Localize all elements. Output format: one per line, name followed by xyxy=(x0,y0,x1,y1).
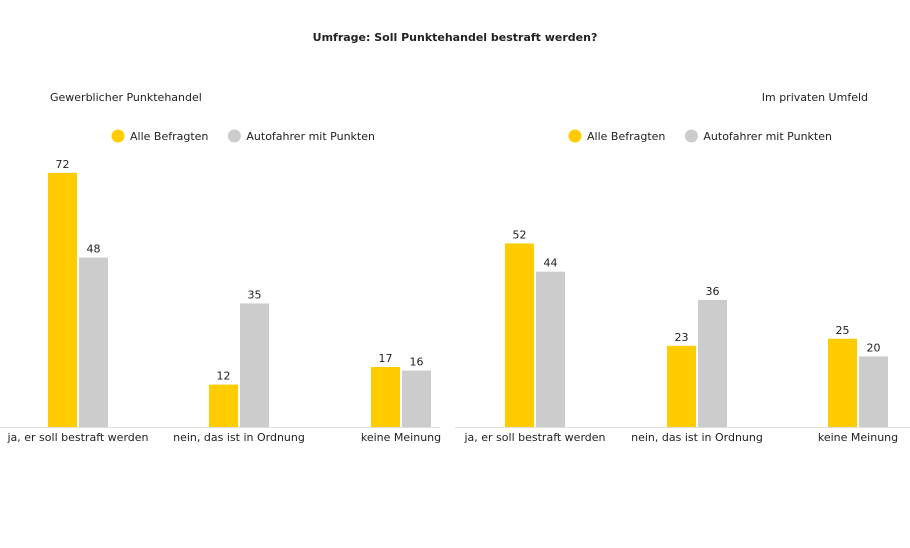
x-tick-label: ja, er soll bestraft werden xyxy=(6,431,148,444)
legend-marker xyxy=(111,129,125,143)
data-label: 48 xyxy=(87,243,101,256)
x-tick-label: nein, das ist in Ordnung xyxy=(631,431,763,444)
x-tick-label: nein, das ist in Ordnung xyxy=(173,431,305,444)
data-label: 16 xyxy=(410,356,424,369)
legend-label: Autofahrer mit Punkten xyxy=(703,130,832,143)
bar xyxy=(240,303,269,427)
data-label: 12 xyxy=(217,370,231,383)
bar xyxy=(667,345,696,427)
data-label: 23 xyxy=(675,331,689,344)
bar xyxy=(48,172,77,427)
data-label: 35 xyxy=(248,288,262,301)
bar xyxy=(505,243,534,427)
bar xyxy=(79,257,108,427)
data-label: 17 xyxy=(379,352,393,365)
main-title: Umfrage: Soll Punktehandel bestraft werd… xyxy=(313,31,598,44)
legend-marker xyxy=(568,129,582,143)
data-label: 36 xyxy=(706,285,720,298)
x-tick-label: keine Meinung xyxy=(818,431,898,444)
chart-title: Im privaten Umfeld xyxy=(762,91,868,104)
bar xyxy=(536,271,565,427)
bar xyxy=(859,356,888,427)
legend-marker xyxy=(227,129,241,143)
bar xyxy=(698,299,727,427)
data-label: 72 xyxy=(56,158,70,171)
legend-label: Alle Befragten xyxy=(130,130,208,143)
data-label: 20 xyxy=(867,341,881,354)
data-label: 44 xyxy=(544,257,558,270)
data-label: 25 xyxy=(836,324,850,337)
x-tick-label: keine Meinung xyxy=(361,431,441,444)
legend-marker xyxy=(684,129,698,143)
bar xyxy=(402,370,431,427)
bar xyxy=(209,384,238,427)
bar xyxy=(371,366,400,427)
data-label: 52 xyxy=(513,228,527,241)
x-tick-label: ja, er soll bestraft werden xyxy=(463,431,605,444)
bar xyxy=(828,338,857,427)
legend-label: Autofahrer mit Punkten xyxy=(246,130,375,143)
legend-label: Alle Befragten xyxy=(587,130,665,143)
chart-title: Gewerblicher Punktehandel xyxy=(50,91,202,104)
